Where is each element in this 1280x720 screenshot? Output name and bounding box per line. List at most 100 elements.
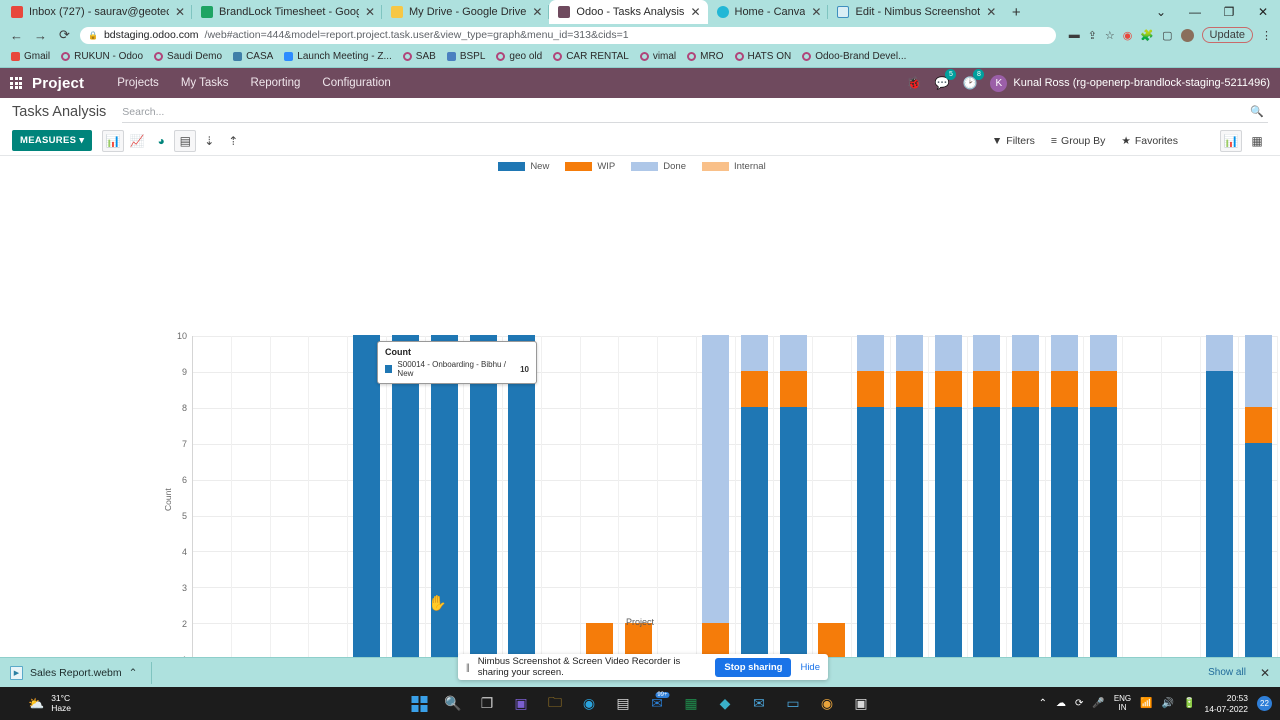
bar-segment-new[interactable]: [1089, 407, 1117, 695]
minimize-icon[interactable]: —: [1189, 5, 1201, 19]
stacked-bar[interactable]: [702, 335, 730, 695]
show-hidden-icons[interactable]: ⌃: [1038, 698, 1047, 709]
microphone-icon[interactable]: 🎤: [1092, 698, 1105, 709]
bar-segment-done[interactable]: [973, 335, 1001, 371]
bookmark-item[interactable]: geo old: [491, 51, 547, 62]
browser-tab[interactable]: BrandLock Timesheet - Google S ✕: [192, 0, 382, 24]
bookmark-item[interactable]: Gmail: [6, 51, 55, 62]
menu-configuration[interactable]: Configuration: [322, 77, 391, 89]
app-brand[interactable]: Project: [32, 74, 85, 92]
hide-button[interactable]: Hide: [800, 661, 820, 673]
bar-segment-done[interactable]: [740, 335, 768, 371]
start-icon[interactable]: [407, 691, 432, 716]
stacked-bar[interactable]: [1089, 335, 1117, 695]
bar-segment-wip[interactable]: [1089, 371, 1117, 407]
bar-slot[interactable]: [1084, 335, 1123, 695]
bar-slot[interactable]: [1123, 336, 1162, 695]
bar-segment-done[interactable]: [1050, 335, 1078, 371]
bar-segment-wip[interactable]: [818, 623, 846, 659]
bar-segment-new[interactable]: [934, 407, 962, 695]
line-chart-icon[interactable]: 📈: [129, 133, 145, 148]
legend-item-new[interactable]: New: [498, 161, 549, 172]
address-bar[interactable]: 🔒 bdstaging.odoo.com/web#action=444&mode…: [80, 26, 1056, 44]
bar-slot[interactable]: [387, 335, 426, 695]
bookmark-item[interactable]: CAR RENTAL: [548, 51, 634, 62]
recording-icon[interactable]: ◉: [1122, 29, 1133, 42]
bar-slot[interactable]: [464, 335, 503, 695]
onedrive-icon[interactable]: ☁: [1055, 698, 1066, 709]
bar-slot[interactable]: [232, 336, 271, 695]
stacked-bar[interactable]: [740, 335, 768, 695]
bar-segment-new[interactable]: [1244, 443, 1272, 695]
back-icon[interactable]: ←: [10, 27, 23, 43]
bar-slot[interactable]: [736, 335, 775, 695]
bookmark-item[interactable]: Odoo-Brand Devel...: [797, 51, 911, 62]
bar-segment-wip[interactable]: [895, 371, 923, 407]
bar-slot[interactable]: [658, 336, 697, 695]
bar-segment-new[interactable]: [469, 335, 497, 695]
legend-item-done[interactable]: Done: [631, 161, 686, 172]
bar-segment-done[interactable]: [1205, 335, 1233, 371]
bookmark-star-icon[interactable]: ☆: [1104, 29, 1115, 42]
share-icon[interactable]: ⇪: [1087, 29, 1097, 42]
bar-slot[interactable]: [1046, 335, 1085, 695]
bar-segment-wip[interactable]: [1050, 371, 1078, 407]
bar-segment-done[interactable]: [702, 335, 730, 623]
clock[interactable]: 20:53 14-07-2022: [1205, 693, 1248, 713]
measures-button[interactable]: MEASURES ▾: [12, 130, 93, 151]
new-tab-button[interactable]: +: [1011, 3, 1021, 21]
bug-icon[interactable]: 🐞: [906, 76, 922, 90]
drag-handle-icon[interactable]: ||: [466, 662, 470, 672]
chat-icon[interactable]: ▭: [786, 695, 800, 711]
bar-slot[interactable]: [1162, 336, 1201, 695]
maximize-icon[interactable]: ❐: [1223, 5, 1235, 19]
search-icon[interactable]: 🔍: [1250, 106, 1264, 118]
close-icon[interactable]: ✕: [532, 5, 543, 19]
close-icon[interactable]: ✕: [986, 5, 997, 19]
outlook-icon[interactable]: ✉ 99+: [651, 692, 670, 711]
bar-segment-new[interactable]: [1205, 371, 1233, 695]
chevron-up-icon[interactable]: ⌃: [128, 666, 138, 679]
browser-tab[interactable]: Home - Canva ✕: [708, 0, 829, 24]
update-button[interactable]: Update: [1201, 27, 1253, 43]
teams-icon[interactable]: ▣: [514, 695, 528, 711]
store-icon[interactable]: ▤: [616, 695, 630, 711]
bar-slot[interactable]: [852, 335, 891, 695]
stacked-bar[interactable]: [857, 335, 885, 695]
apps-grid-icon[interactable]: [10, 77, 22, 89]
bar-slot[interactable]: [697, 335, 736, 695]
bar-segment-done[interactable]: [934, 335, 962, 371]
reload-icon[interactable]: ⟳: [59, 27, 70, 42]
bar-slot[interactable]: [891, 335, 930, 695]
wifi-icon[interactable]: 📶: [1140, 698, 1153, 709]
stop-sharing-button[interactable]: Stop sharing: [715, 657, 792, 677]
bar-segment-new[interactable]: [1012, 407, 1040, 695]
bar-segment-new[interactable]: [895, 407, 923, 695]
bar-slot[interactable]: [426, 335, 465, 695]
bar-slot[interactable]: [348, 335, 387, 695]
profile-avatar[interactable]: [1180, 28, 1194, 42]
bar-segment-new[interactable]: [392, 335, 420, 695]
close-downloads-icon[interactable]: ✕: [1259, 665, 1270, 680]
extensions-puzzle-icon[interactable]: 🧩: [1140, 29, 1155, 42]
bookmark-item[interactable]: BSPL: [442, 51, 491, 62]
forward-icon[interactable]: →: [34, 27, 47, 43]
bar-segment-new[interactable]: [779, 407, 807, 695]
stacked-bar[interactable]: [392, 335, 420, 695]
legend-item-wip[interactable]: WIP: [565, 161, 615, 172]
volume-icon[interactable]: 🔊: [1161, 698, 1175, 709]
download-item[interactable]: ▶ Sales Report.webm ⌃: [10, 661, 153, 684]
sort-desc-icon[interactable]: ⇣: [204, 133, 215, 148]
stacked-bar[interactable]: [353, 335, 381, 695]
bar-segment-wip[interactable]: [779, 371, 807, 407]
bar-segment-done[interactable]: [1012, 335, 1040, 371]
task-view-icon[interactable]: ❐: [480, 695, 494, 711]
graph-view-icon[interactable]: 📊: [1220, 129, 1242, 152]
menu-projects[interactable]: Projects: [117, 77, 159, 89]
pie-chart-icon[interactable]: ◕: [157, 133, 165, 148]
bookmark-item[interactable]: Launch Meeting - Z...: [279, 51, 397, 62]
bookmark-item[interactable]: HATS ON: [730, 51, 797, 62]
notification-badge[interactable]: 22: [1257, 696, 1272, 711]
stacked-bar[interactable]: [1244, 335, 1272, 695]
menu-reporting[interactable]: Reporting: [250, 77, 301, 89]
